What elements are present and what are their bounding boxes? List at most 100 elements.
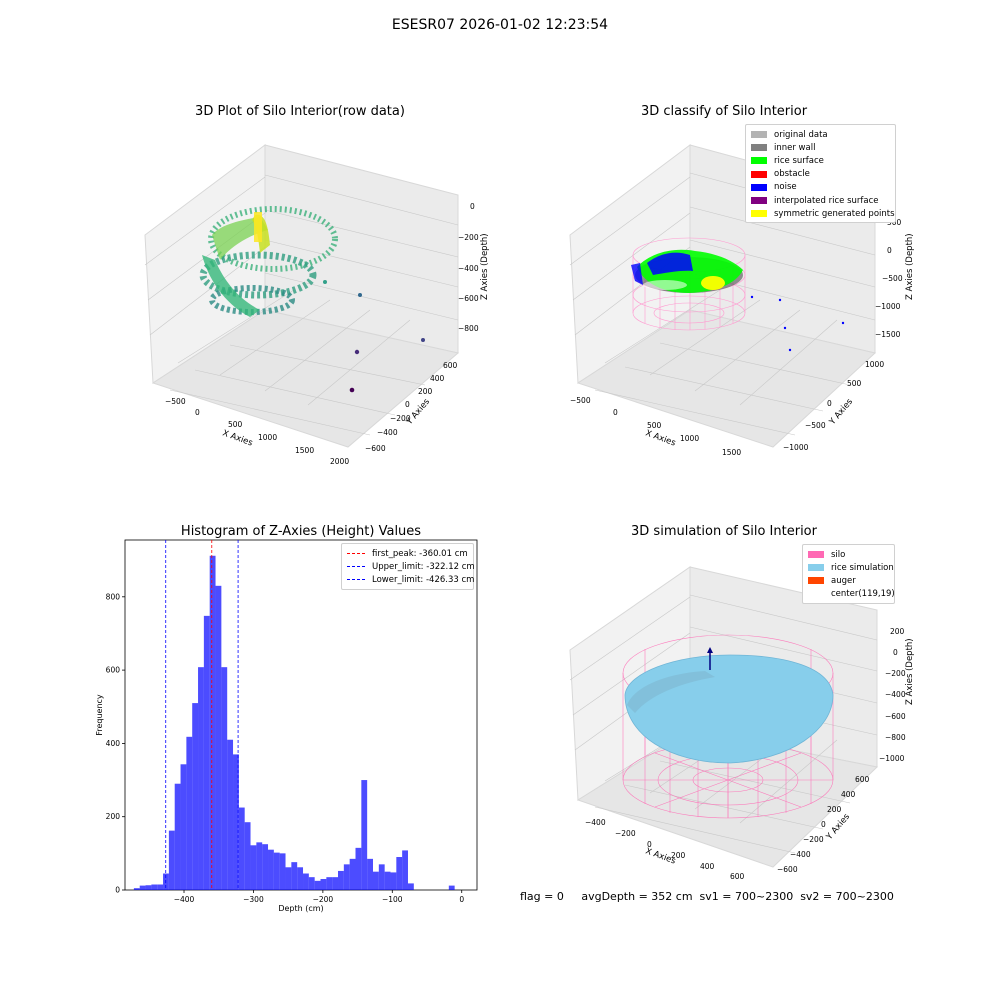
legend-swatch xyxy=(751,183,767,191)
legend-entry: silo xyxy=(808,548,889,561)
sim-z-tick: 0 xyxy=(893,648,898,657)
legend-swatch xyxy=(751,210,767,218)
classify-y-tick: −500 xyxy=(805,421,826,430)
histogram-bar xyxy=(355,847,362,890)
histogram-x-tick-label: 0 xyxy=(459,895,464,904)
simulation-plot-title: 3D simulation of Silo Interior xyxy=(631,524,817,539)
sim-z-tick: 200 xyxy=(890,627,905,636)
classify-y-tick: −1000 xyxy=(783,443,809,452)
histogram-bar xyxy=(338,870,344,890)
histogram-x-ticks: −400 −300 −200 −100 0 xyxy=(174,890,464,904)
sim-z-tick: −400 xyxy=(885,690,906,699)
histogram-y-tick-label: 800 xyxy=(106,592,121,601)
sim-x-tick: 0 xyxy=(647,840,652,849)
legend-label: original data xyxy=(774,129,828,140)
histogram-bar xyxy=(221,667,228,890)
histogram-bar xyxy=(332,877,339,890)
histogram-bar xyxy=(233,754,239,890)
histogram-bars xyxy=(133,555,455,890)
sim-z-tick: −1000 xyxy=(879,754,905,763)
sim-x-tick: −200 xyxy=(615,829,636,838)
legend-label: noise xyxy=(774,182,797,193)
raw-x-tick: 2000 xyxy=(330,457,349,466)
classify-x-axis-label: X Axies xyxy=(644,428,677,448)
classify-z-axis-label: Z Axies (Depth) xyxy=(905,233,915,300)
histogram-bar xyxy=(320,879,327,890)
classify-y-tick: 0 xyxy=(827,399,832,408)
histogram-bar xyxy=(198,667,204,890)
histogram-bar xyxy=(186,736,193,890)
legend-swatch xyxy=(751,131,767,139)
histogram-y-tick-label: 200 xyxy=(106,812,121,821)
histogram-x-tick-label: −400 xyxy=(174,895,195,904)
legend-entry: first_peak: -360.01 cm xyxy=(347,547,468,560)
classify-x-tick: 1500 xyxy=(722,448,741,457)
classify-z-tick: −500 xyxy=(882,274,903,283)
legend-entry: Upper_limit: -322.12 cm xyxy=(347,560,475,573)
raw-y-tick: −200 xyxy=(390,414,411,423)
legend-swatch xyxy=(751,170,767,178)
histogram-bar xyxy=(314,880,321,890)
legend-line xyxy=(347,566,365,568)
raw-z-tick: −600 xyxy=(458,294,479,303)
sim-z-tick: −200 xyxy=(885,669,906,678)
histogram-chart: −400 −300 −200 −100 0 0 200 400 600 800 Depth (c… xyxy=(95,539,478,913)
classify-x-tick: 500 xyxy=(647,421,662,430)
histogram-bar xyxy=(209,555,216,890)
histogram-bar xyxy=(297,867,304,890)
histogram-bar xyxy=(238,807,245,890)
histogram-bar xyxy=(139,885,146,890)
histogram-bar xyxy=(367,858,373,890)
legend-label: Upper_limit: -322.12 cm xyxy=(372,561,475,572)
raw-y-tick: 200 xyxy=(418,387,433,396)
raw-y-tick: −600 xyxy=(365,444,386,453)
histogram-bar xyxy=(273,852,280,890)
raw-z-tick: −400 xyxy=(458,264,479,273)
sim-y-tick: 0 xyxy=(821,820,826,829)
raw-z-tick: −200 xyxy=(458,233,479,242)
histogram-bar xyxy=(279,853,286,890)
histogram-bar xyxy=(268,849,274,890)
histogram-bar xyxy=(203,615,210,890)
histogram-bar xyxy=(390,872,397,890)
histogram-bar xyxy=(361,780,368,890)
legend-entry: obstacle xyxy=(751,168,890,181)
legend-label: inner wall xyxy=(774,142,816,153)
raw-x-tick: −500 xyxy=(165,397,186,406)
sim-y-tick: 200 xyxy=(827,805,842,814)
classify-3d-plot: −500 0 500 1000 1500 −1000 −500 0 500 10… xyxy=(569,144,915,457)
classify-y-tick: 500 xyxy=(847,379,862,388)
sim-x-tick: 400 xyxy=(700,862,715,871)
legend-entry: original data xyxy=(751,128,890,141)
legend-entry: rice surface xyxy=(751,154,890,167)
sim-y-tick: −200 xyxy=(803,835,824,844)
histogram-bar xyxy=(372,871,379,890)
histogram-bar xyxy=(145,885,152,890)
histogram-bar xyxy=(291,862,298,890)
histogram-bar xyxy=(168,830,175,890)
histogram-y-tick-label: 0 xyxy=(115,886,120,895)
classify-z-tick: −1000 xyxy=(875,302,901,311)
raw-z-axis-label: Z Axies (Depth) xyxy=(480,233,490,300)
legend-label: Lower_limit: -426.33 cm xyxy=(372,574,475,585)
sim-z-tick: −600 xyxy=(885,712,906,721)
legend-entry: Lower_limit: -426.33 cm xyxy=(347,573,474,586)
legend-label: rice surface xyxy=(774,155,824,166)
legend-entry: noise xyxy=(751,181,890,194)
raw-z-tick: 0 xyxy=(470,202,475,211)
classify-x-tick: −500 xyxy=(570,396,591,405)
legend-entry: interpolated rice surface xyxy=(751,194,890,207)
rice-simulation-surface xyxy=(624,654,834,764)
histogram-x-axis-label: Depth (cm) xyxy=(278,904,323,913)
histogram-bar xyxy=(326,877,333,890)
legend-label: center(119,19) xyxy=(831,589,895,600)
simulation-legend: silo rice simulation auger center(119,19… xyxy=(802,544,895,604)
legend-swatch xyxy=(808,564,824,572)
sim-y-tick: 400 xyxy=(841,790,856,799)
figure-title: ESESR07 2026-01-02 12:23:54 xyxy=(391,17,609,33)
raw-x-tick: 1000 xyxy=(258,433,277,442)
status-text: flag = 0 avgDepth = 352 cm sv1 = 700~230… xyxy=(520,890,894,903)
legend-swatch xyxy=(808,577,824,585)
raw-x-tick: 500 xyxy=(228,420,243,429)
histogram-x-tick-label: −100 xyxy=(382,895,403,904)
